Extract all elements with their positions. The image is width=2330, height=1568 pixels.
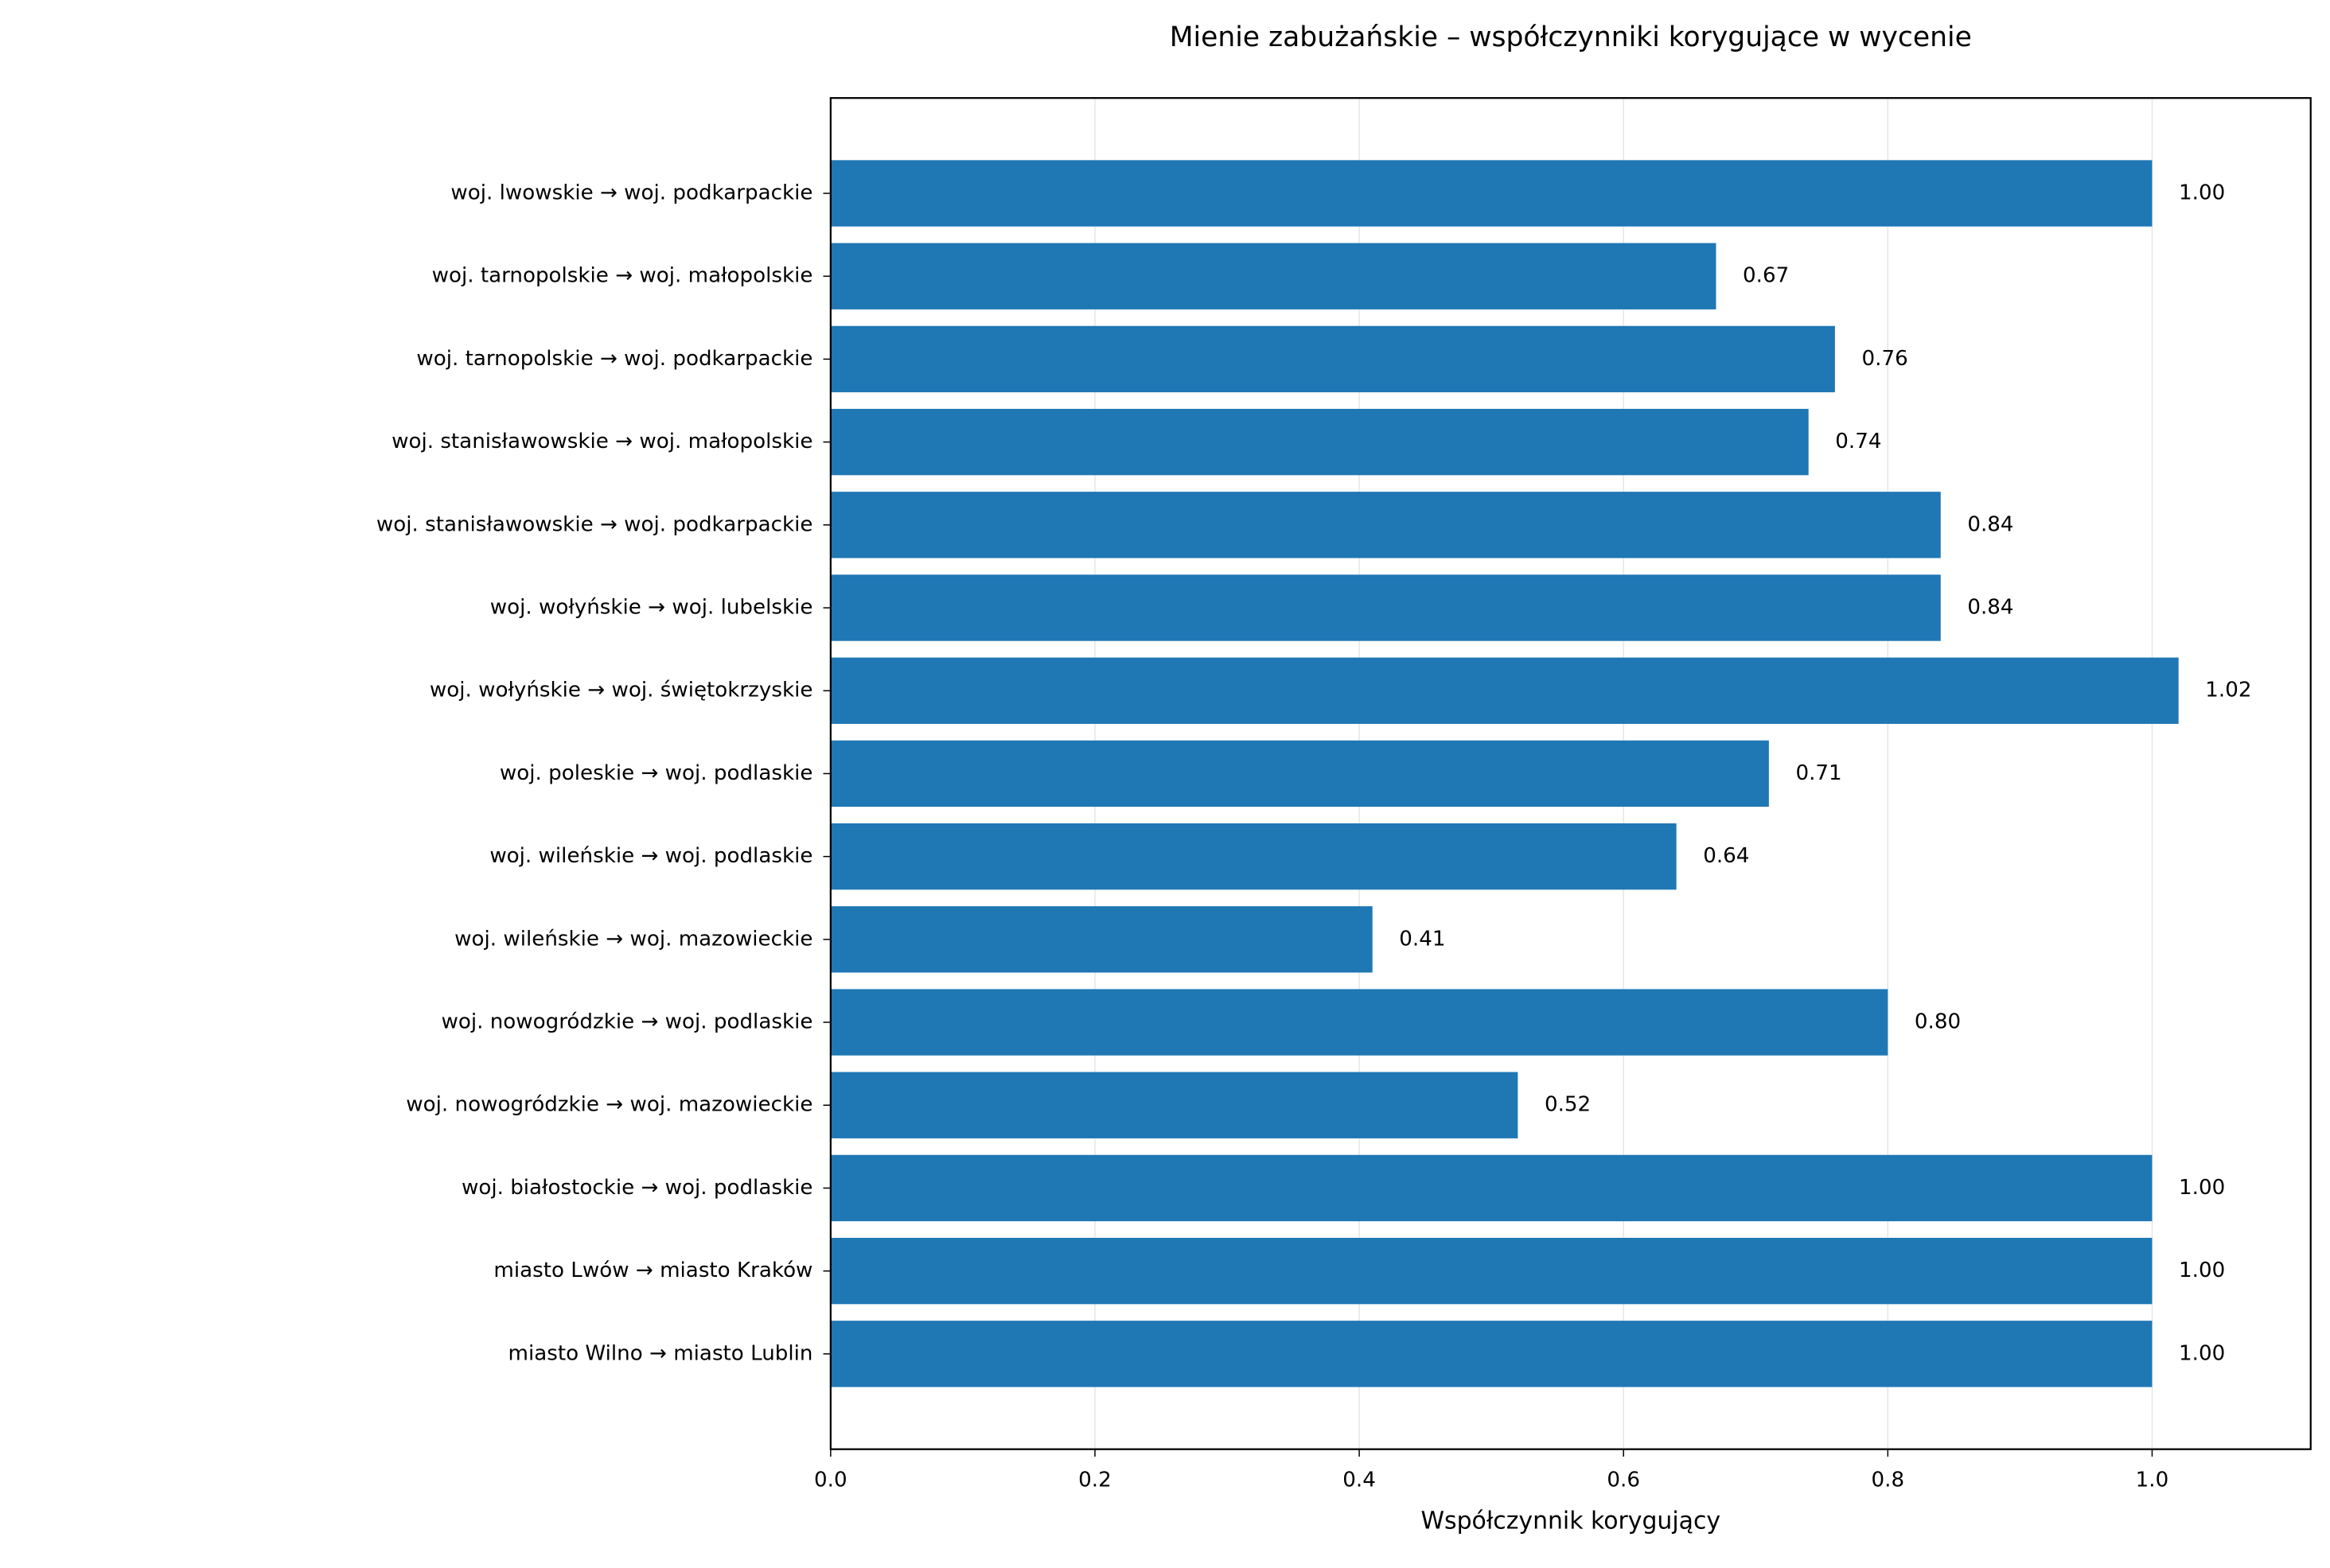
x-tick-label: 0.8 — [1872, 1468, 1905, 1492]
bar — [830, 160, 2153, 227]
value-label: 0.67 — [1743, 264, 1789, 288]
y-tick-label: miasto Lwów → miasto Kraków — [493, 1259, 812, 1282]
value-label: 0.84 — [1967, 596, 2013, 620]
x-tick-label: 1.0 — [2136, 1468, 2169, 1492]
value-label: 0.84 — [1967, 512, 2013, 536]
bar — [830, 989, 1888, 1056]
value-label: 1.00 — [2179, 1176, 2225, 1200]
bar — [830, 823, 1677, 890]
y-tick-label: woj. wileńskie → woj. mazowieckie — [454, 927, 812, 951]
value-label: 1.00 — [2179, 1259, 2225, 1282]
bar — [830, 492, 1941, 558]
bar — [830, 1072, 1518, 1138]
bar — [830, 574, 1941, 641]
y-tick-label: woj. stanisławowskie → woj. małopolskie — [392, 430, 812, 453]
chart-title: Mienie zabużańskie – współczynniki koryg… — [1170, 21, 1972, 53]
y-tick-label: woj. białostockie → woj. podlaskie — [462, 1176, 812, 1200]
bar — [830, 906, 1373, 973]
bar — [830, 1321, 2153, 1387]
bar — [830, 740, 1769, 807]
value-label: 0.52 — [1545, 1093, 1591, 1117]
bar — [830, 325, 1835, 393]
bar — [830, 408, 1809, 476]
x-tick-label: 0.4 — [1342, 1468, 1376, 1492]
plot-frame — [829, 97, 2312, 1450]
y-tick-label: woj. nowogródzkie → woj. podlaskie — [442, 1010, 813, 1034]
y-tick-label: woj. poleskie → woj. podlaskie — [500, 761, 812, 785]
y-tick-label: miasto Wilno → miasto Lublin — [508, 1341, 813, 1365]
y-tick-label: woj. lwowskie → woj. podkarpackie — [450, 181, 812, 205]
value-label: 0.64 — [1703, 844, 1749, 868]
bar — [830, 1237, 2153, 1305]
y-tick-label: woj. wołyńskie → woj. świętokrzyskie — [430, 679, 813, 702]
bar — [830, 1154, 2153, 1222]
value-label: 0.71 — [1795, 761, 1841, 785]
x-axis-label: Współczynnik korygujący — [1420, 1508, 1720, 1535]
y-tick-label: woj. tarnopolskie → woj. podkarpackie — [416, 347, 812, 371]
y-tick-label: woj. wołyńskie → woj. lubelskie — [490, 596, 813, 620]
x-tick-label: 0.6 — [1607, 1468, 1640, 1492]
y-tick-label: woj. nowogródzkie → woj. mazowieckie — [406, 1093, 812, 1117]
value-label: 0.41 — [1399, 927, 1445, 951]
bar — [830, 243, 1716, 309]
value-label: 0.74 — [1835, 430, 1881, 453]
value-label: 1.00 — [2179, 181, 2225, 205]
y-tick-label: woj. wileńskie → woj. podlaskie — [489, 844, 812, 868]
y-tick-label: woj. stanisławowskie → woj. podkarpackie — [376, 512, 813, 536]
value-label: 0.76 — [1862, 347, 1908, 371]
bar — [830, 657, 2179, 724]
value-label: 1.00 — [2179, 1341, 2225, 1365]
x-tick-label: 0.2 — [1078, 1468, 1112, 1492]
value-label: 1.02 — [2205, 679, 2251, 702]
x-tick-label: 0.0 — [814, 1468, 847, 1492]
y-tick-label: woj. tarnopolskie → woj. małopolskie — [432, 264, 813, 288]
value-label: 0.80 — [1915, 1010, 1961, 1034]
